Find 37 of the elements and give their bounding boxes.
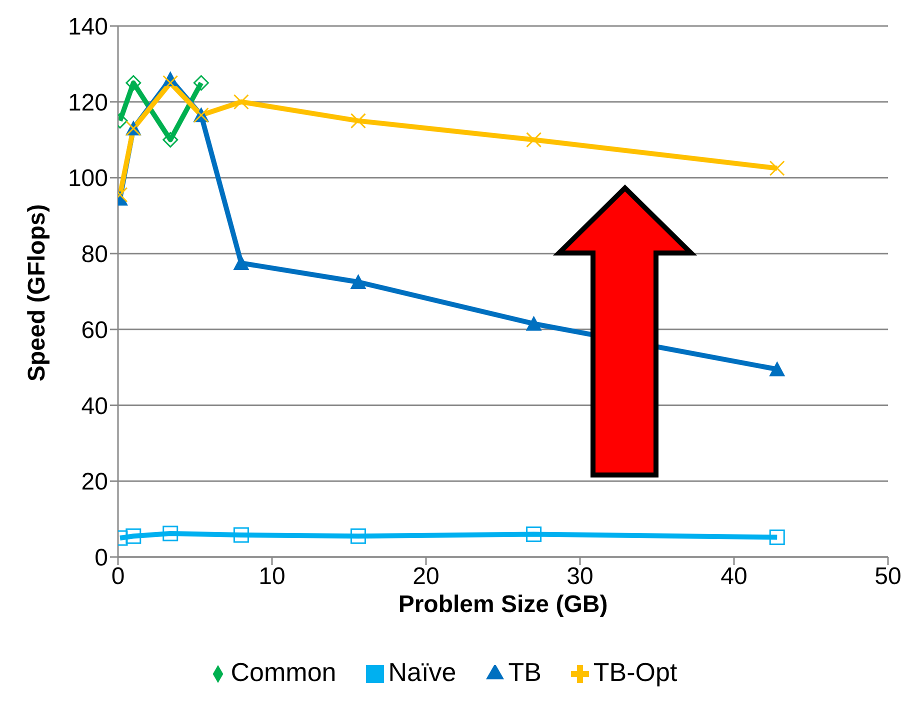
x-axis-title: Problem Size (GB) <box>398 591 608 618</box>
y-tick-label: 60 <box>81 316 108 344</box>
point <box>162 526 178 542</box>
point <box>526 526 542 542</box>
legend-label: Common <box>230 657 336 687</box>
x-tick-label: 20 <box>412 563 440 590</box>
y-tick-label: 120 <box>68 89 108 116</box>
point <box>526 132 542 148</box>
x-tick-label: 0 <box>111 563 125 590</box>
point <box>350 274 366 290</box>
point <box>233 94 249 110</box>
x-tick-label: 30 <box>566 563 594 590</box>
point <box>350 528 366 544</box>
point <box>769 160 785 176</box>
x-tick-label: 50 <box>874 563 902 590</box>
point <box>126 75 142 91</box>
point <box>350 113 366 129</box>
point <box>769 530 785 546</box>
point <box>233 255 250 270</box>
y-tick-label: 100 <box>68 165 108 192</box>
y-tick-label: 20 <box>81 468 108 496</box>
point <box>126 528 142 544</box>
point <box>193 75 209 91</box>
point <box>769 361 786 376</box>
y-tick-label: 80 <box>81 241 108 268</box>
legend-label: TB-Opt <box>593 657 678 687</box>
y-tick-label: 0 <box>94 544 108 572</box>
point <box>233 527 249 543</box>
x-tick-label: 40 <box>720 563 748 590</box>
legend-label: TB <box>508 657 542 687</box>
y-axis-title: Speed (GFlops) <box>24 204 51 382</box>
x-tick-label: 10 <box>258 563 286 590</box>
y-tick-label: 140 <box>68 14 108 41</box>
y-tick-label: 40 <box>81 392 108 420</box>
point <box>162 132 178 148</box>
point <box>526 316 542 331</box>
legend-label: Naïve <box>388 657 456 687</box>
